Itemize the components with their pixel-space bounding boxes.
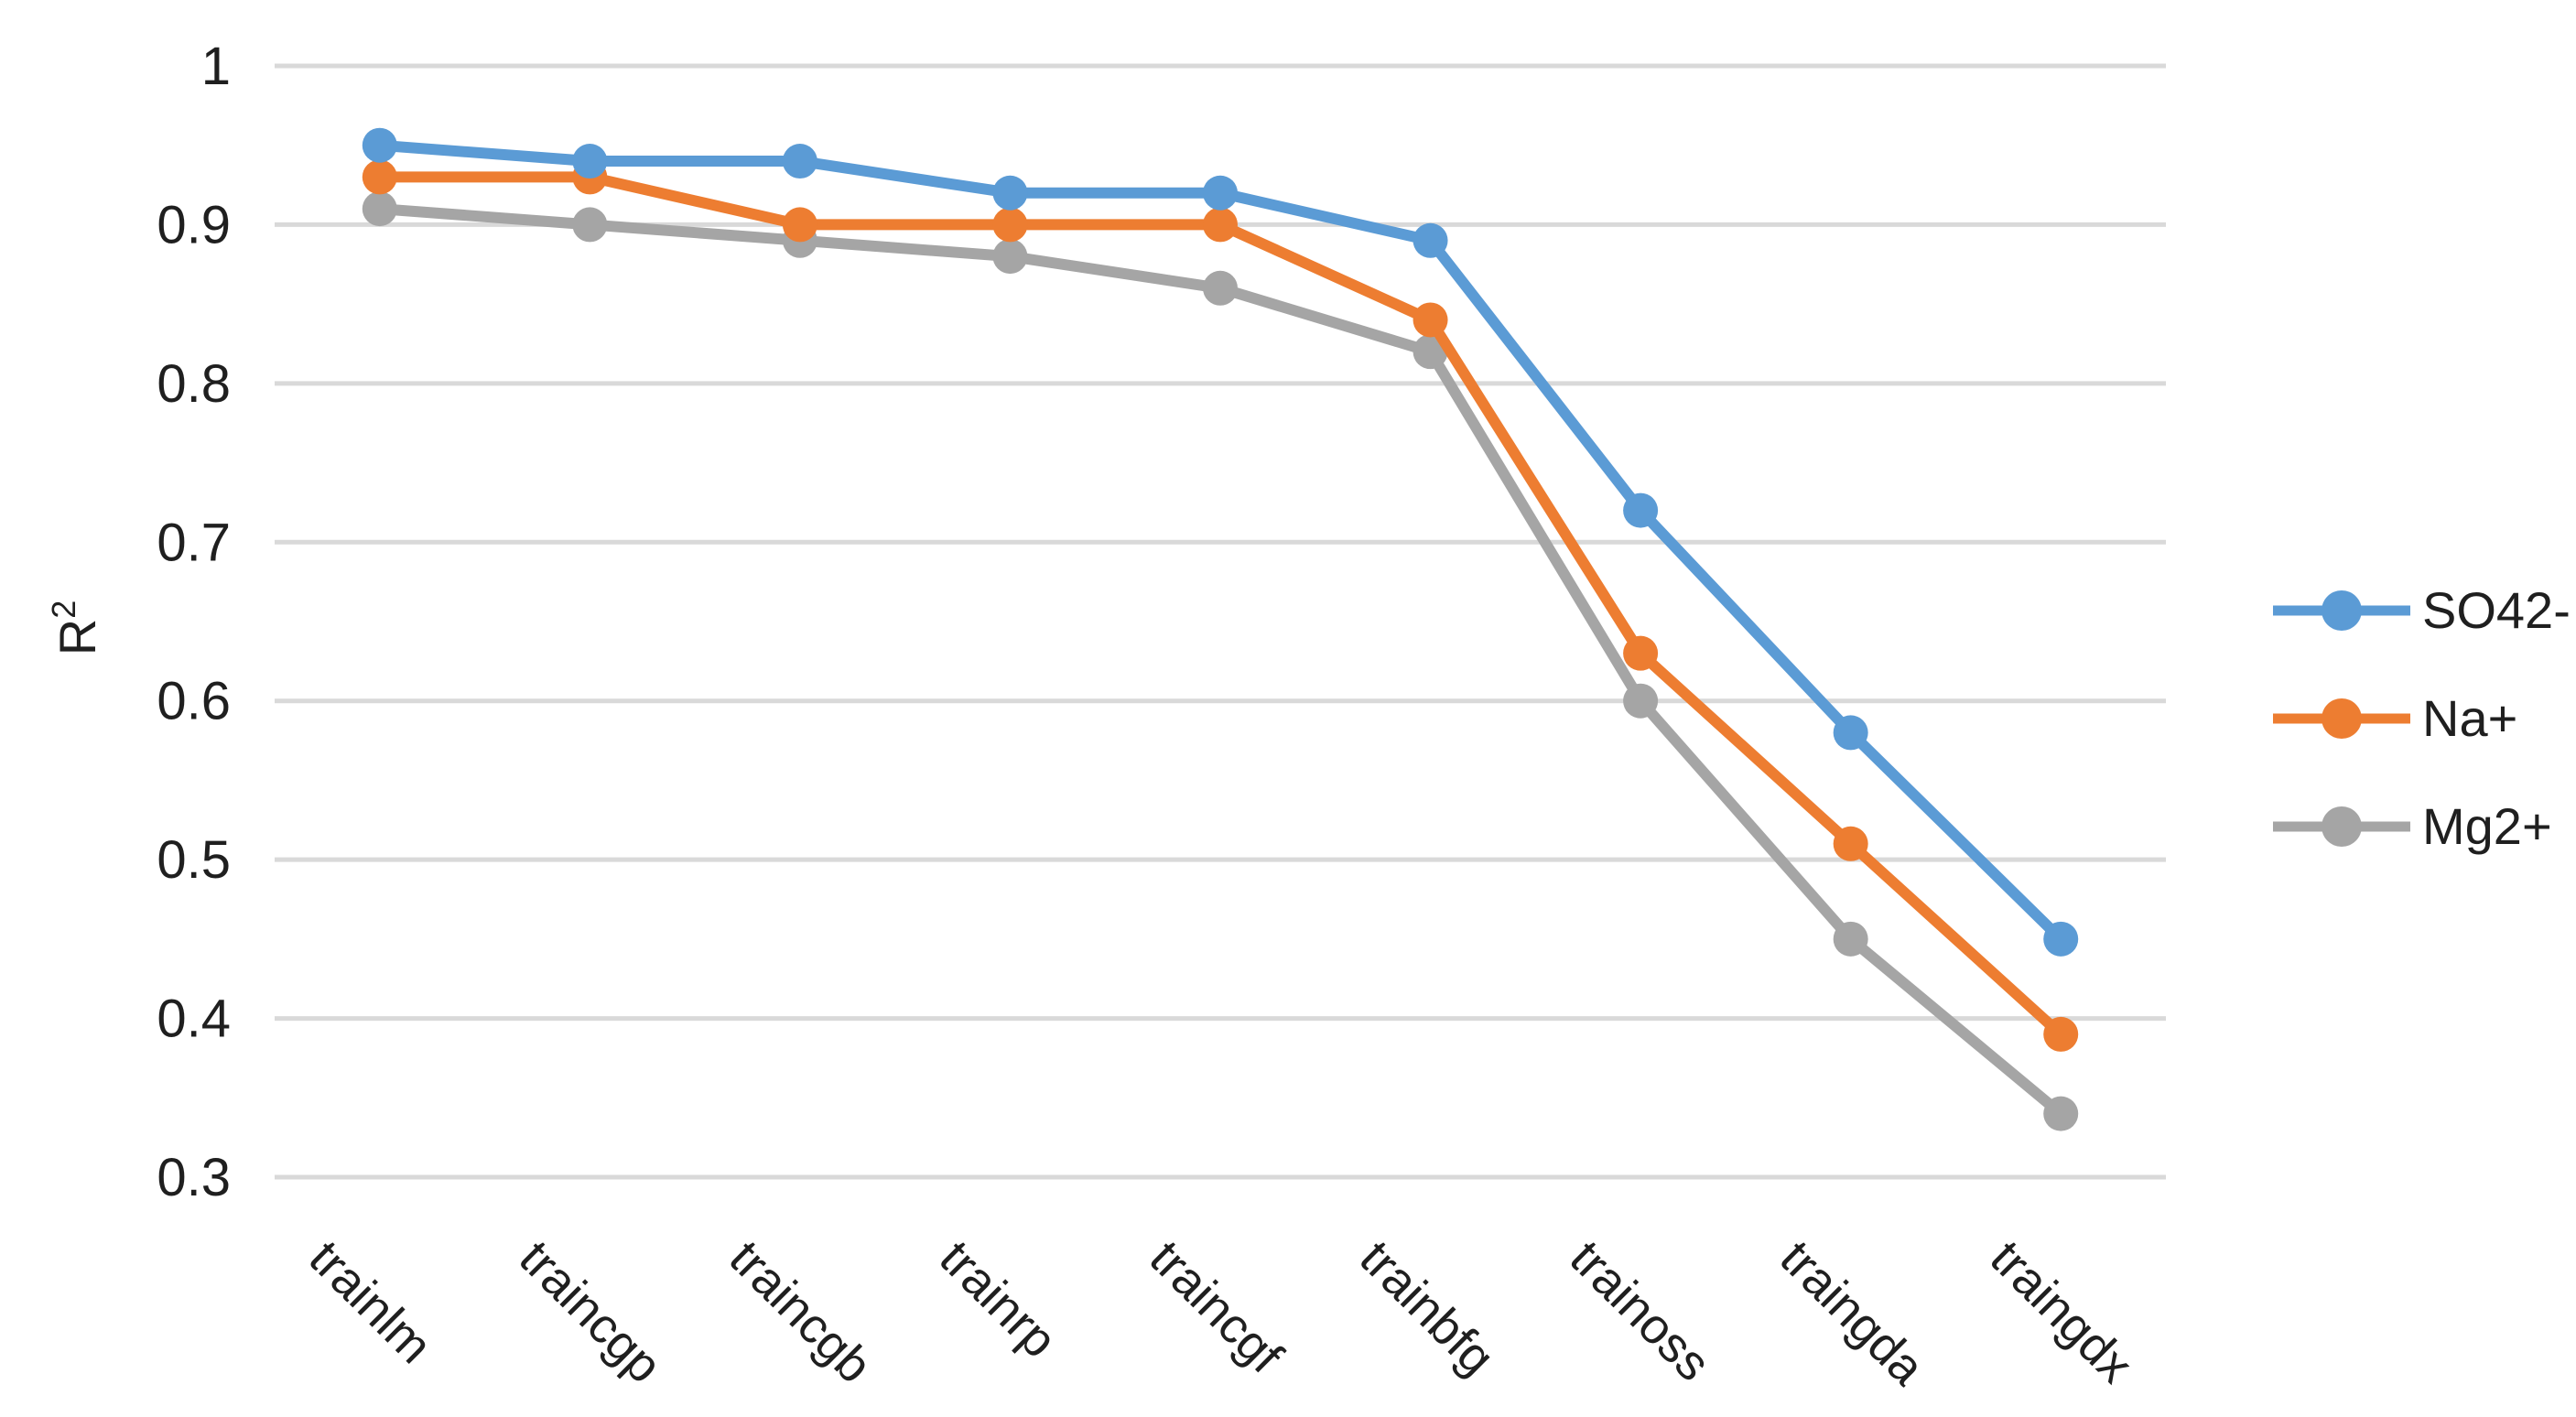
data-point-mg2: [1623, 683, 1659, 719]
data-point-so42: [782, 144, 817, 179]
y-axis-title-text: R2: [45, 600, 106, 655]
x-tick-label: traingdx: [1980, 1230, 2143, 1393]
legend-item-mg2: Mg2+: [2273, 797, 2552, 855]
legend-item-so42: SO42-: [2273, 581, 2571, 639]
y-axis-tick-labels: 0.3 0.4 0.5 0.6 0.7 0.8 0.9 1: [157, 37, 231, 1207]
legend-dot-marker: [2322, 698, 2362, 739]
data-point-mg2: [1833, 921, 1868, 957]
y-tick-label: 0.3: [157, 1148, 231, 1207]
data-point-so42: [362, 127, 397, 163]
data-point-mg2: [362, 191, 397, 227]
data-point-na: [1623, 635, 1659, 671]
data-point-so42: [1203, 175, 1238, 211]
y-tick-label: 0.5: [157, 830, 231, 890]
x-tick-label: traincgp: [509, 1230, 672, 1393]
data-point-mg2: [2043, 1096, 2079, 1131]
data-point-mg2: [572, 207, 608, 243]
x-tick-label: trainoss: [1560, 1230, 1721, 1391]
legend-label: SO42-: [2422, 581, 2571, 639]
data-point-so42: [1833, 715, 1868, 751]
data-point-mg2: [992, 239, 1028, 275]
data-point-na: [1833, 826, 1868, 861]
data-point-na: [1412, 302, 1448, 338]
legend-label: Na+: [2422, 689, 2517, 747]
data-point-so42: [1623, 492, 1659, 528]
y-axis-title: R2: [45, 600, 106, 655]
data-point-na: [362, 159, 397, 195]
y-tick-label: 0.7: [157, 513, 231, 572]
y-tick-label: 0.4: [157, 990, 231, 1049]
data-point-so42: [1412, 222, 1448, 258]
data-point-mg2: [1203, 270, 1238, 306]
data-point-so42: [2043, 921, 2079, 957]
legend: SO42- Na+ Mg2+: [2273, 581, 2571, 855]
legend-item-na: Na+: [2273, 689, 2517, 747]
x-tick-label: trainrp: [929, 1230, 1067, 1368]
y-tick-label: 0.8: [157, 354, 231, 414]
x-tick-label: trainbfg: [1349, 1230, 1505, 1386]
x-tick-label: traincgf: [1140, 1230, 1293, 1384]
series-layer: [362, 127, 2079, 1131]
x-tick-label: traingda: [1770, 1230, 1935, 1396]
y-tick-label: 1: [201, 37, 231, 96]
y-tick-label: 0.9: [157, 195, 231, 254]
legend-label: Mg2+: [2422, 797, 2552, 855]
series-line-mg2: [373, 203, 2067, 1120]
y-axis-title-superscript: 2: [45, 600, 82, 619]
x-axis-tick-labels: trainlm traincgp traincgb trainrp traincgf tr…: [298, 1230, 2143, 1396]
data-point-na: [1203, 207, 1238, 243]
y-tick-label: 0.6: [157, 672, 231, 731]
data-point-na: [782, 207, 817, 243]
x-tick-label: traincgb: [719, 1230, 882, 1393]
legend-dot-marker: [2322, 590, 2362, 631]
series-line-na: [373, 171, 2067, 1040]
data-point-na: [2043, 1016, 2079, 1052]
data-point-so42: [572, 144, 608, 179]
data-point-so42: [992, 175, 1028, 211]
data-point-na: [992, 207, 1028, 243]
x-tick-label: trainlm: [298, 1230, 442, 1374]
legend-dot-marker: [2322, 806, 2362, 847]
